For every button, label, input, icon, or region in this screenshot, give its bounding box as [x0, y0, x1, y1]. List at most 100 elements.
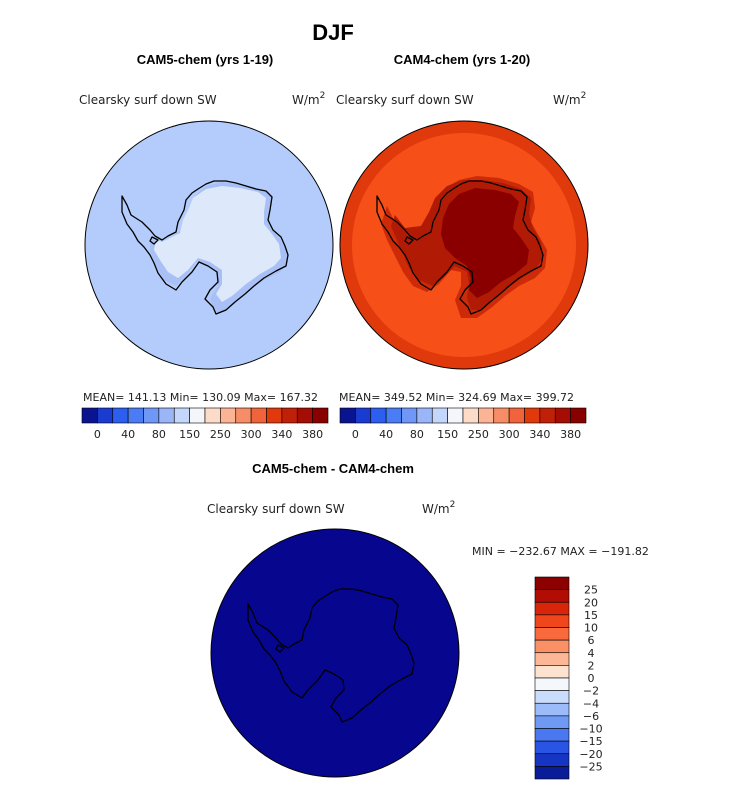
panel-cam5-units: W/m2: [292, 91, 325, 107]
cam4-colorbar-tick-label: 0: [352, 428, 359, 441]
cam5-colorbar-cell: [173, 407, 190, 424]
panel-cam4-units: W/m2: [553, 91, 586, 107]
cam4-colorbar-cell: [370, 407, 387, 424]
panel-diff: CAM5-chem - CAM4-chem Clearsky surf down…: [207, 461, 649, 780]
panel-cam5-map-rim: [84, 120, 334, 370]
panel-cam4: CAM4-chem (yrs 1-20) Clearsky surf down …: [336, 52, 589, 441]
diff-colorbar-tick-label: 15: [584, 609, 598, 622]
diff-colorbar-tick-label: 4: [588, 647, 595, 660]
cam4-colorbar-cell: [478, 407, 495, 424]
cam5-colorbar-tick-label: 40: [121, 428, 135, 441]
panel-cam5-colorbar: 0 40 80 150 250 300 340 380: [81, 407, 329, 441]
diff-colorbar-cell: [534, 665, 570, 679]
cam5-colorbar-cell: [296, 407, 313, 424]
diff-colorbar-tick-label: −2: [583, 685, 599, 698]
cam5-colorbar-tick-label: 250: [210, 428, 231, 441]
cam4-colorbar-tick-label: 80: [410, 428, 424, 441]
diff-colorbar-cell: [534, 627, 570, 641]
panel-cam4-stats: MEAN= 349.52 Min= 324.69 Max= 399.72: [339, 391, 574, 404]
cam4-colorbar-tick-label: 340: [529, 428, 550, 441]
panel-cam4-heading: CAM4-chem (yrs 1-20): [394, 52, 531, 67]
cam4-colorbar-cell: [524, 407, 541, 424]
cam5-colorbar-cell: [312, 407, 329, 424]
cam5-colorbar-cell: [143, 407, 160, 424]
panel-cam5-variable: Clearsky surf down SW: [79, 93, 217, 107]
diff-colorbar-cell: [534, 652, 570, 666]
panel-cam4-map: [340, 121, 588, 369]
cam4-colorbar-cell: [339, 407, 356, 424]
panel-cam5-heading: CAM5-chem (yrs 1-19): [137, 52, 274, 67]
diff-colorbar-tick-label: −6: [583, 710, 599, 723]
diff-colorbar-tick-label: 25: [584, 584, 598, 597]
diff-colorbar-tick-label: 10: [584, 622, 598, 635]
diff-colorbar-cell: [534, 601, 570, 616]
cam5-colorbar-cell: [189, 407, 206, 424]
cam5-colorbar-tick-label: 380: [302, 428, 323, 441]
panel-diff-map: [211, 529, 459, 777]
panel-diff-minmax: MIN = −232.67 MAX = −191.82: [472, 545, 649, 558]
diff-colorbar-tick-label: −20: [579, 748, 602, 761]
cam5-colorbar-tick-label: 300: [241, 428, 262, 441]
diff-colorbar-tick-label: 0: [588, 672, 595, 685]
diff-colorbar-cell: [534, 639, 570, 654]
figure-title: DJF: [312, 20, 354, 45]
panel-cam5-continent-field: [154, 186, 281, 302]
panel-diff-heading: CAM5-chem - CAM4-chem: [252, 461, 414, 476]
diff-colorbar-cell: [534, 766, 570, 780]
panel-diff-field: [211, 529, 459, 777]
panel-diff-map-rim: [210, 528, 460, 778]
diff-colorbar-cell: [534, 728, 570, 742]
diff-colorbar-cell: [534, 614, 570, 628]
cam5-colorbar-cell: [127, 407, 144, 424]
diff-colorbar-tick-label: −15: [579, 735, 602, 748]
diff-colorbar-cell: [534, 576, 570, 590]
diff-colorbar-cell: [534, 589, 570, 603]
diff-colorbar-cell: [534, 677, 570, 691]
cam4-colorbar-cell: [355, 407, 372, 424]
cam4-colorbar-cell: [462, 407, 479, 424]
cam4-colorbar-tick-label: 150: [437, 428, 458, 441]
cam5-colorbar-tick-label: 340: [271, 428, 292, 441]
cam4-colorbar-cell: [431, 407, 448, 424]
diff-colorbar-tick-label: −4: [583, 697, 599, 710]
diff-colorbar-cell: [534, 702, 570, 717]
cam5-colorbar-tick-label: 0: [94, 428, 101, 441]
panel-cam5-coastline: [121, 180, 289, 315]
cam4-colorbar-cell: [554, 407, 571, 424]
panel-diff-variable: Clearsky surf down SW: [207, 502, 345, 516]
cam4-colorbar-cell: [539, 407, 556, 424]
diff-colorbar-cell: [534, 753, 570, 767]
panel-cam5-map: [85, 121, 333, 369]
cam4-colorbar-cell: [447, 407, 464, 424]
cam4-colorbar-cell: [401, 407, 418, 424]
cam4-colorbar-tick-label: 300: [499, 428, 520, 441]
cam4-colorbar-tick-label: 380: [560, 428, 581, 441]
cam4-colorbar-tick-label: 40: [379, 428, 393, 441]
panel-cam4-colorbar: 0 40 80 150 250 300 340 380: [339, 407, 587, 441]
panel-cam4-core-field: [441, 188, 529, 298]
cam4-colorbar-cell: [416, 407, 433, 424]
cam4-colorbar-cell: [493, 407, 510, 424]
diff-colorbar-tick-label: −10: [579, 723, 602, 736]
diff-colorbar-tick-label: 20: [584, 596, 598, 609]
cam5-colorbar-cell: [97, 407, 114, 424]
diff-colorbar-cell: [534, 740, 570, 755]
cam5-colorbar-tick-label: 150: [179, 428, 200, 441]
cam5-colorbar-tick-label: 80: [152, 428, 166, 441]
diff-colorbar-cell: [534, 715, 570, 729]
cam4-colorbar-cell: [570, 407, 587, 424]
cam4-colorbar-cell: [508, 407, 525, 424]
cam5-colorbar-cell: [220, 407, 237, 424]
panel-cam5: CAM5-chem (yrs 1-19) Clearsky surf down …: [79, 52, 334, 441]
panel-cam4-map-rim: [339, 120, 589, 370]
panel-cam4-coastline: [376, 180, 544, 315]
cam4-colorbar-tick-label: 250: [468, 428, 489, 441]
cam5-colorbar-cell: [112, 407, 129, 424]
cam5-colorbar-cell: [250, 407, 267, 424]
cam5-colorbar-cell: [266, 407, 283, 424]
diff-colorbar-cell: [534, 690, 570, 704]
cam5-colorbar-cell: [235, 407, 252, 424]
diff-colorbar-tick-label: −25: [579, 760, 602, 773]
diff-colorbar-tick-label: 2: [588, 659, 595, 672]
